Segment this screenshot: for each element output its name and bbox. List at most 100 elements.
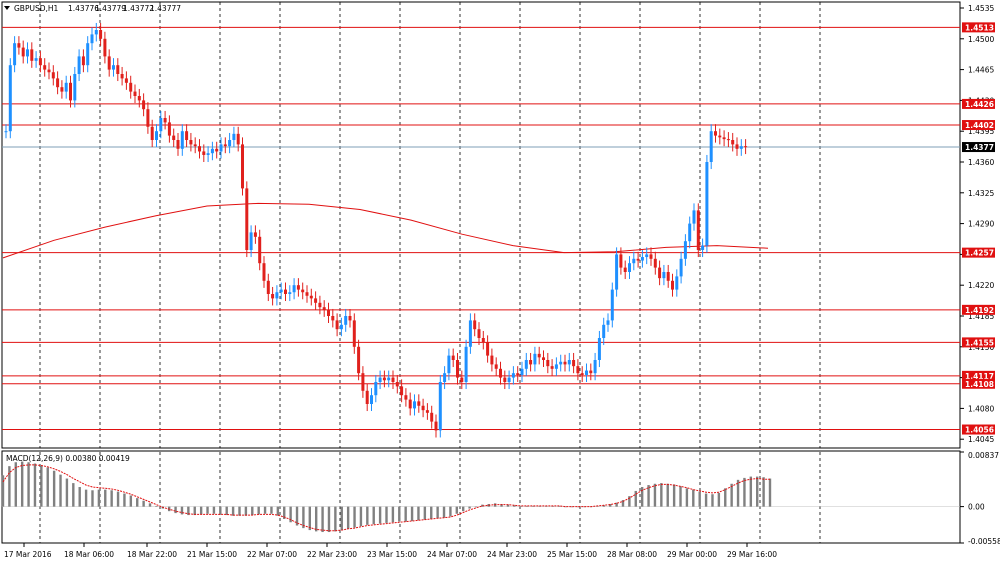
macd-bar [238,506,241,516]
candle-body [180,131,184,149]
macd-bar [142,500,145,507]
candle-body [391,377,395,382]
macd-bar [174,506,177,514]
macd-bar [410,506,414,521]
level-badge-label: 1.4402 [965,121,994,130]
candle-body [232,133,236,140]
macd-y-tick-label: 0.00837 [968,451,999,460]
candle-body [524,360,528,369]
level-badge-label: 1.4192 [965,306,994,315]
macd-bar [660,483,663,507]
level-badge-label: 1.4108 [965,380,994,389]
candle-body [610,289,614,321]
candle-body [671,280,674,290]
candle-body [722,137,726,140]
candle-body [387,377,391,381]
macd-bar [353,506,356,528]
macd-bar [711,494,714,507]
macd-bar [14,462,17,507]
candle-body [60,87,64,92]
macd-bar [430,506,433,519]
y-tick-label: 1.4465 [968,66,994,75]
macd-bar [251,506,254,516]
candle-body [550,366,554,369]
macd-y-tick-label: 0.00 [968,503,985,512]
macd-bar [148,503,152,507]
macd-bar [321,506,324,533]
macd-bar [270,506,273,514]
macd-bar [474,506,478,508]
candle-body [167,122,171,136]
candle-body [193,144,197,147]
x-tick-label: 23 Mar 15:00 [367,550,417,559]
candle-body [77,56,81,74]
level-badge [962,370,995,381]
candle-body [718,135,722,138]
macd-bar [97,489,101,507]
candle-body [262,263,266,281]
candle-body [56,78,60,88]
candle-body [198,146,201,152]
candle-body [425,410,429,413]
price-chart [2,22,960,438]
x-tick-label: 29 Mar 16:00 [727,550,777,559]
candle-body [370,395,373,404]
macd-bar [359,506,363,527]
macd-bar [756,476,759,507]
y-tick-label: 1.4290 [968,220,994,229]
candle-body [189,140,193,145]
candle-body [460,377,464,382]
chart-header: GBPUSD,H1 1.43776 1.43779 1.43772 1.4377… [4,4,181,13]
macd-label: MACD(12,26,9) 0.00380 0.00419 [6,454,130,463]
macd-bar [506,504,510,507]
candle-body [288,292,292,294]
candle-body [443,373,447,382]
candle-body [619,254,623,268]
candle-body [17,43,21,48]
macd-bar [577,506,580,508]
macd-bar [455,506,459,514]
candle-body [593,360,597,374]
candle-body [477,329,481,338]
macd-bar [40,465,43,507]
candle-body [258,236,262,264]
macd-bar [730,483,733,507]
macd-bar [602,505,606,507]
macd-bar [525,505,529,507]
candle-body [404,395,408,400]
macd-bar [570,506,574,508]
macd-bar [692,489,695,507]
candle-body [709,131,713,162]
candle-body [47,69,51,73]
macd-bar [123,493,126,507]
candle-body [378,377,382,382]
macd-bar [423,506,427,520]
macd-bar [519,505,522,507]
macd-bar [52,470,56,507]
dropdown-triangle-icon[interactable] [4,6,10,10]
candle-body [696,210,700,250]
macd-bar [1,475,5,507]
macd-bar [500,503,503,507]
candle-body [322,307,326,310]
candle-body [421,405,425,411]
candle-body [735,144,739,149]
level-badge [962,22,995,33]
macd-bar [155,505,158,507]
candle-body [559,361,563,365]
candle-body [662,272,666,279]
macd-subwindow [1,461,960,533]
macd-bar [366,506,369,525]
candle-body [473,320,477,330]
level-badge [962,98,995,109]
candle-body [542,357,545,360]
macd-bar [212,506,216,514]
candle-body [705,162,709,246]
candle-body [576,366,580,374]
candle-body [688,223,692,242]
candle-body [219,144,223,152]
candle-body [597,338,601,360]
candle-body [112,65,115,70]
y-tick-label: 1.4185 [968,312,994,321]
